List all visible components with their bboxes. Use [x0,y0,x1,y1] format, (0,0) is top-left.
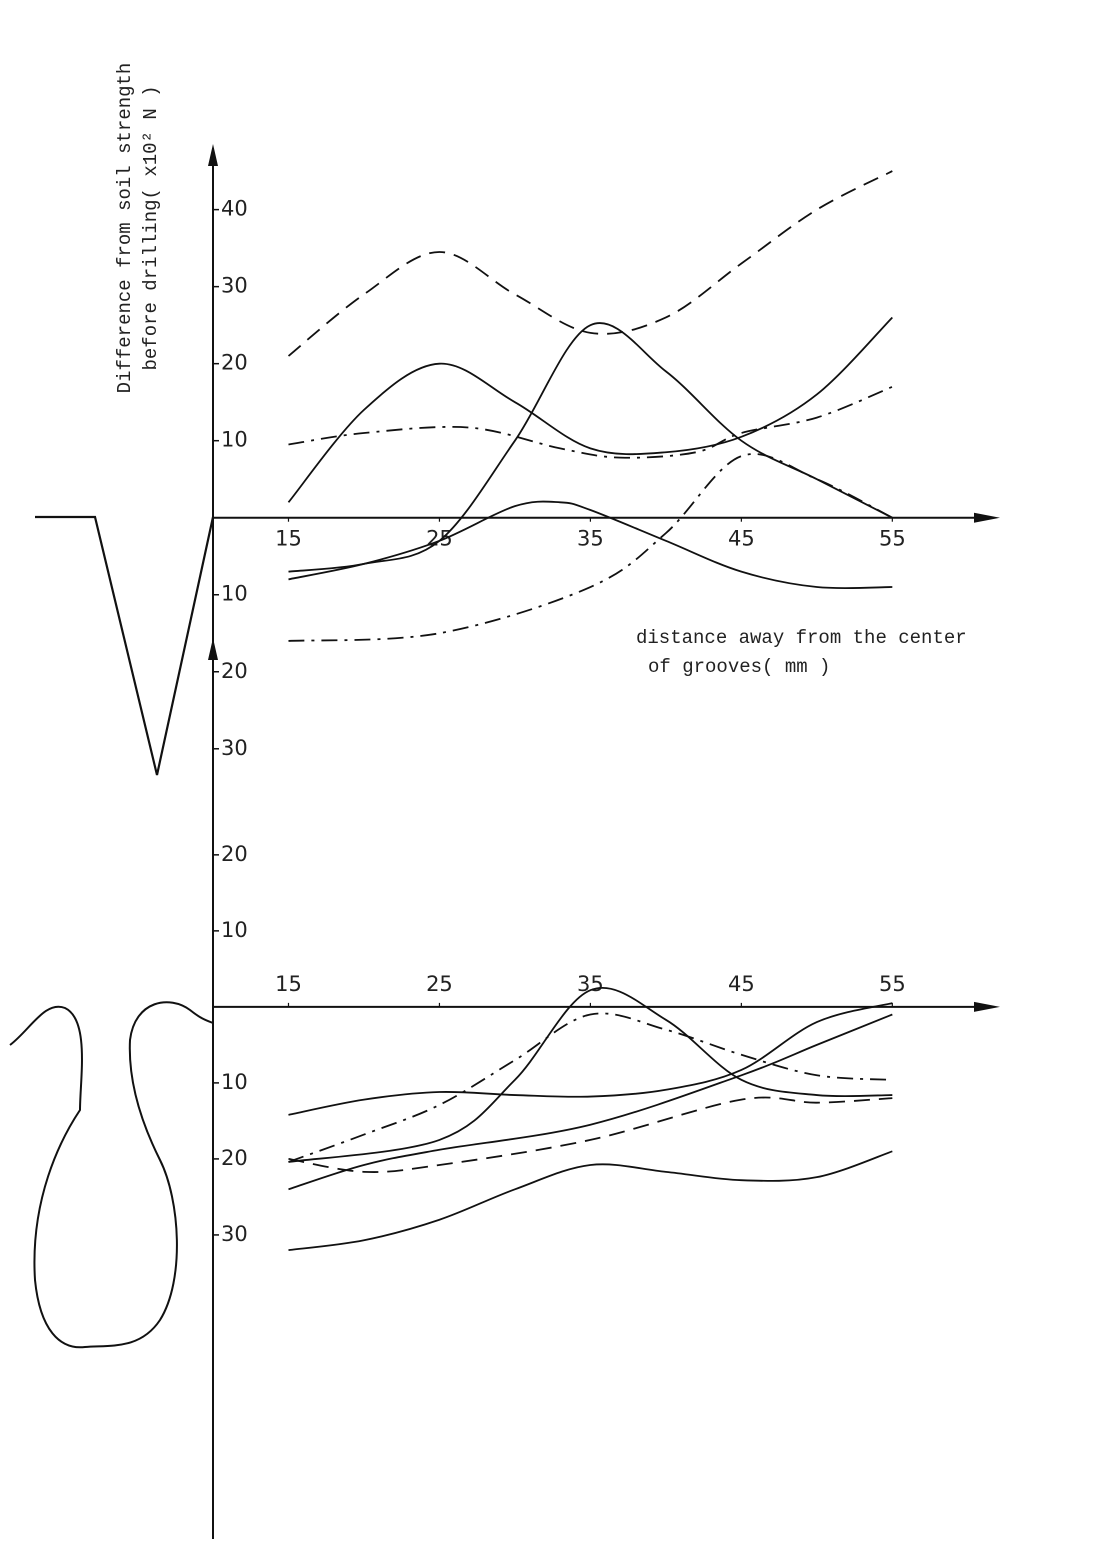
y-tick-label: 10 [221,1070,248,1094]
x-axis-label: of grooves( mm ) [648,656,830,678]
y-tick-label: 30 [221,274,248,298]
y-tick-label: 20 [221,659,248,683]
y-tick-label: 20 [221,351,248,375]
y-tick-label: 10 [221,428,248,452]
y-axis-label: before drilling( x10² N ) [140,85,162,370]
x-tick-label: 35 [577,527,604,551]
y-tick-label: 30 [221,736,248,760]
x-axis-label: distance away from the center [636,627,967,649]
x-tick-label: 55 [879,527,906,551]
background [0,0,1118,1549]
x-tick-label: 45 [728,527,755,551]
y-tick-label: 30 [221,1222,248,1246]
x-tick-label: 25 [426,972,453,996]
y-tick-label: 10 [221,582,248,606]
page: Difference from soil strength before dri… [0,0,1118,1549]
x-tick-label: 55 [879,972,906,996]
y-tick-label: 20 [221,842,248,866]
y-axis-label: Difference from soil strength [114,63,136,394]
x-tick-label: 15 [275,972,302,996]
y-tick-label: 20 [221,1146,248,1170]
y-tick-label: 10 [221,918,248,942]
x-tick-label: 15 [275,527,302,551]
x-tick-label: 35 [577,972,604,996]
x-tick-label: 45 [728,972,755,996]
y-tick-label: 40 [221,197,248,221]
